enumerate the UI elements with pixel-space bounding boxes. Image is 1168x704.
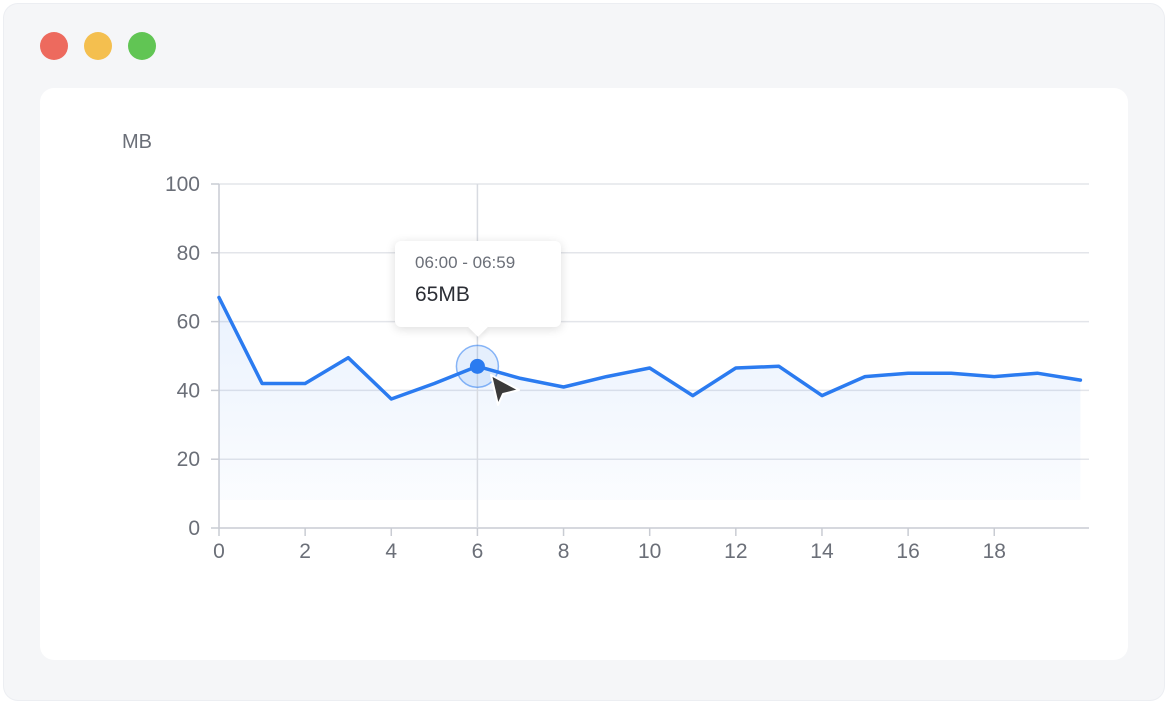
hover-point[interactable] bbox=[469, 358, 485, 374]
x-tick-label: 6 bbox=[472, 540, 484, 563]
tooltip-time-range: 06:00 - 06:59 bbox=[415, 253, 516, 272]
x-tick-label: 10 bbox=[638, 540, 661, 563]
area-fill bbox=[219, 297, 1081, 500]
y-tick-label: 40 bbox=[177, 379, 200, 402]
series-area bbox=[219, 297, 1081, 500]
close-window-button[interactable] bbox=[40, 32, 68, 60]
data-tooltip: 06:00 - 06:59 65MB bbox=[395, 241, 561, 337]
x-tick-label: 2 bbox=[299, 540, 311, 563]
series-line bbox=[217, 295, 1083, 401]
x-tick-label: 18 bbox=[983, 540, 1006, 563]
series-path bbox=[217, 295, 1083, 401]
x-tick-label: 4 bbox=[385, 540, 397, 563]
tooltip-value: 65MB bbox=[415, 283, 470, 306]
y-tick-label: 20 bbox=[177, 448, 200, 471]
x-tick-label: 8 bbox=[558, 540, 570, 563]
axes: 0 20 40 60 80 100 0 2 4 6 8 10 12 14 16 18 bbox=[165, 173, 1089, 563]
x-tick-label: 12 bbox=[724, 540, 747, 563]
y-tick-label: 0 bbox=[188, 517, 200, 540]
y-tick-label: 60 bbox=[177, 311, 200, 334]
minimize-window-button[interactable] bbox=[84, 32, 112, 60]
y-tick-label: 80 bbox=[177, 242, 200, 265]
x-tick-label: 14 bbox=[810, 540, 834, 563]
y-tick-label: 100 bbox=[165, 173, 200, 196]
maximize-window-button[interactable] bbox=[128, 32, 156, 60]
x-tick-label: 16 bbox=[896, 540, 919, 563]
x-tick-label: 0 bbox=[213, 540, 225, 563]
y-axis-unit-label: MB bbox=[122, 131, 152, 153]
